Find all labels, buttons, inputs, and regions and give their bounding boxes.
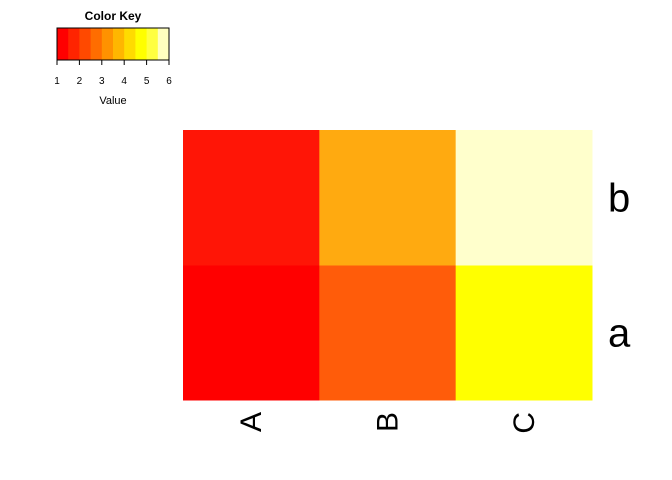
heatmap-cell-C-a [455, 265, 593, 401]
heatmap-cell-A-b [183, 130, 320, 266]
column-labels: A B C [235, 412, 541, 434]
row-label-a: a [608, 312, 631, 356]
color-key-bin [113, 28, 125, 60]
color-key-tick-label: 5 [144, 76, 150, 87]
row-labels: ab [608, 177, 631, 356]
color-key-tick-label: 4 [121, 76, 127, 87]
heatmap-cell-B-b [319, 130, 457, 266]
color-key-bin [157, 28, 170, 60]
color-key-title: Color Key [85, 9, 142, 23]
heatmap-cell-B-a [319, 265, 457, 401]
heatmap-cells [183, 130, 593, 401]
column-label-C: C [508, 412, 541, 434]
color-key-axis-label: Value [99, 95, 126, 107]
color-key-ticks: 1 2 3 4 5 6 [54, 60, 172, 87]
color-key-bin [135, 28, 148, 60]
color-key-bin [68, 28, 80, 60]
column-label-A: A [235, 412, 268, 432]
column-label-B: B [372, 412, 405, 432]
row-label-b: b [608, 177, 630, 221]
color-key-tick-label: 1 [54, 76, 60, 87]
color-key-tick-label: 2 [77, 76, 83, 87]
color-key-bin [57, 28, 69, 60]
color-key-tick-label: 3 [99, 76, 105, 87]
color-key-tick-label: 6 [166, 76, 172, 87]
color-key-bin [79, 28, 92, 60]
color-key-bin [146, 28, 159, 60]
heatmap-cell-C-b [455, 130, 593, 266]
color-key-gradient [57, 28, 170, 60]
color-key-bin [90, 28, 103, 60]
heatmap-cell-A-a [183, 265, 320, 401]
color-key: Color Key 1 2 3 4 5 6 Value [54, 9, 172, 107]
color-key-bin [124, 28, 136, 60]
color-key-bin [101, 28, 114, 60]
